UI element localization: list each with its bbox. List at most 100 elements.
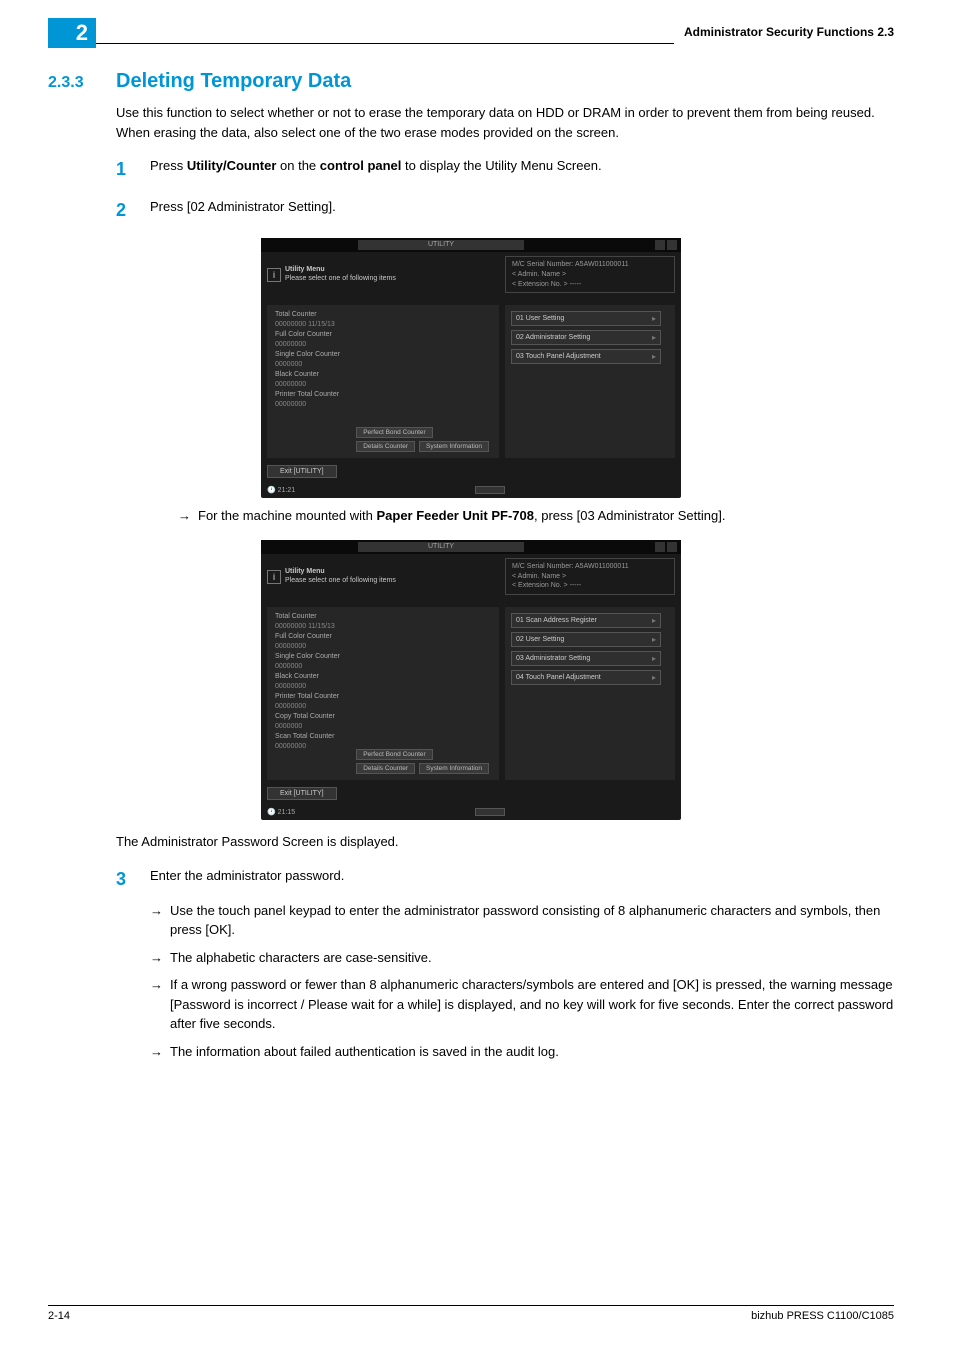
footer-model: bizhub PRESS C1100/C1085: [751, 1310, 894, 1322]
section-intro: Use this function to select whether or n…: [116, 103, 894, 142]
menu-item-button[interactable]: 02 Administrator Setting▸: [511, 330, 661, 345]
ss-corner-icons: [655, 240, 677, 250]
step-number: 1: [116, 156, 150, 183]
counter-label: Black Counter: [275, 371, 491, 378]
menu-item-button[interactable]: 03 Touch Panel Adjustment▸: [511, 349, 661, 364]
bullet-text: Use the touch panel keypad to enter the …: [170, 901, 894, 940]
chevron-right-icon: ▸: [652, 635, 656, 644]
ss-admin: < Admin. Name >: [512, 572, 668, 582]
ss-time: 🕐 21:15: [267, 808, 295, 816]
menu-item-button[interactable]: 01 User Setting ▸: [511, 311, 661, 326]
counter-value: 00000000: [275, 381, 491, 388]
ss-titlebar: UTILITY: [261, 540, 681, 554]
section-title: Deleting Temporary Data: [116, 70, 351, 93]
system-information-button[interactable]: System Information: [419, 441, 489, 452]
ss-header-left: i Utility Menu Please select one of foll…: [267, 256, 505, 293]
counter-label: Single Color Counter: [275, 351, 491, 358]
ss-header-text: Utility Menu Please select one of follow…: [285, 266, 396, 283]
menu-item-label: 01 Scan Address Register: [516, 617, 597, 624]
perfect-bond-counter-button[interactable]: Perfect Bond Counter: [356, 749, 433, 760]
counter-label: Scan Total Counter: [275, 733, 491, 740]
ss-titlebar: UTILITY: [261, 238, 681, 252]
step-2: 2 Press [02 Administrator Setting].: [116, 197, 894, 224]
arrow-icon: →: [178, 506, 198, 526]
perfect-bond-counter-button[interactable]: Perfect Bond Counter: [356, 427, 433, 438]
ss-header-text: Utility Menu Please select one of follow…: [285, 568, 396, 585]
chevron-right-icon: ▸: [652, 314, 656, 323]
system-information-button[interactable]: System Information: [419, 763, 489, 774]
counter-label: Printer Total Counter: [275, 391, 491, 398]
step-3-bullet-4: → The information about failed authentic…: [150, 1042, 894, 1062]
chevron-right-icon: ▸: [652, 673, 656, 682]
ss-left-panel: Total Counter00000000 11/15/13Full Color…: [267, 305, 499, 458]
menu-item-button[interactable]: 01 Scan Address Register▸: [511, 613, 661, 628]
ss-header-right: M/C Serial Number: A5AW011000011 < Admin…: [505, 256, 675, 293]
ss-right-panel: 01 Scan Address Register▸02 User Setting…: [505, 607, 675, 780]
ss-footer: Exit [UTILITY]: [261, 784, 681, 806]
arrow-icon: →: [150, 948, 170, 968]
ss-memory-bar: [475, 486, 505, 494]
ss-hdr-title: Utility Menu: [285, 568, 396, 576]
ss-corner-icons: [655, 542, 677, 552]
ss-ext: < Extension No. > -----: [512, 280, 668, 290]
ss-serial: M/C Serial Number: A5AW011000011: [512, 562, 668, 572]
ss-footer: Exit [UTILITY]: [261, 462, 681, 484]
utility-screenshot-b: UTILITY i Utility Menu Please select one…: [261, 540, 681, 820]
exit-utility-button[interactable]: Exit [UTILITY]: [267, 787, 337, 800]
ss-memory-bar: [475, 808, 505, 816]
menu-item-label: 03 Touch Panel Adjustment: [516, 353, 601, 360]
screenshot-b-wrap: UTILITY i Utility Menu Please select one…: [48, 540, 894, 820]
info-icon: i: [267, 268, 281, 282]
text: on the: [276, 158, 319, 173]
step-text: Press [02 Administrator Setting].: [150, 197, 336, 224]
step-3: 3 Enter the administrator password.: [116, 866, 894, 893]
counter-label: Full Color Counter: [275, 633, 491, 640]
text: to display the Utility Menu Screen.: [401, 158, 601, 173]
ss-header: i Utility Menu Please select one of foll…: [261, 554, 681, 599]
footer-page-number: 2-14: [48, 1310, 70, 1322]
utility-screenshot-a: UTILITY i Utility Menu Please select one…: [261, 238, 681, 498]
after-screenshots-text: The Administrator Password Screen is dis…: [116, 832, 894, 852]
page-header: 2 Administrator Security Functions 2.3: [0, 0, 954, 48]
counter-value: 00000000: [275, 703, 491, 710]
ss-btn-panel: Perfect Bond Counter Details Counter Sys…: [356, 427, 489, 452]
menu-item-label: 03 Administrator Setting: [516, 655, 590, 662]
counter-value: 00000000: [275, 643, 491, 650]
ss-hdr-title: Utility Menu: [285, 266, 396, 274]
menu-item-button[interactable]: 04 Touch Panel Adjustment ▸: [511, 670, 661, 685]
screenshot-a-wrap: UTILITY i Utility Menu Please select one…: [48, 238, 894, 498]
counter-value: 00000000: [275, 341, 491, 348]
counter-value: 00000000 11/15/13: [275, 321, 491, 328]
text: , press [03 Administrator Setting].: [534, 508, 725, 523]
ss-title: UTILITY: [358, 542, 524, 552]
ss-time: 🕐 21:21: [267, 486, 295, 494]
details-counter-button[interactable]: Details Counter: [356, 441, 415, 452]
step-3-bullet-2: → The alphabetic characters are case-sen…: [150, 948, 894, 968]
menu-item-label: 04 Touch Panel Adjustment: [516, 674, 601, 681]
content: 2.3.3 Deleting Temporary Data Use this f…: [0, 48, 954, 1061]
menu-item-button[interactable]: 03 Administrator Setting▸: [511, 651, 661, 666]
exit-utility-button[interactable]: Exit [UTILITY]: [267, 465, 337, 478]
counter-label: Total Counter: [275, 613, 491, 620]
ss-title: UTILITY: [358, 240, 524, 250]
menu-item-label: 01 User Setting: [516, 315, 564, 322]
ss-admin: < Admin. Name >: [512, 270, 668, 280]
ss-serial: M/C Serial Number: A5AW011000011: [512, 260, 668, 270]
arrow-icon: →: [150, 975, 170, 1034]
bullet-text: The information about failed authenticat…: [170, 1042, 559, 1062]
info-icon: i: [267, 570, 281, 584]
step-1: 1 Press Utility/Counter on the control p…: [116, 156, 894, 183]
ss-body: Total Counter00000000 11/15/13Full Color…: [261, 599, 681, 784]
details-counter-button[interactable]: Details Counter: [356, 763, 415, 774]
menu-item-button[interactable]: 02 User Setting▸: [511, 632, 661, 647]
ss-header-left: i Utility Menu Please select one of foll…: [267, 558, 505, 595]
arrow-icon: →: [150, 1042, 170, 1062]
counter-value: 0000000: [275, 361, 491, 368]
step-text: Enter the administrator password.: [150, 866, 344, 893]
menu-item-label: 02 Administrator Setting: [516, 334, 590, 341]
header-rule: [96, 43, 674, 44]
page-footer: 2-14 bizhub PRESS C1100/C1085: [48, 1305, 894, 1322]
step-3-bullet-3: → If a wrong password or fewer than 8 al…: [150, 975, 894, 1034]
section-number: 2.3.3: [48, 74, 98, 92]
text: For the machine mounted with: [198, 508, 376, 523]
